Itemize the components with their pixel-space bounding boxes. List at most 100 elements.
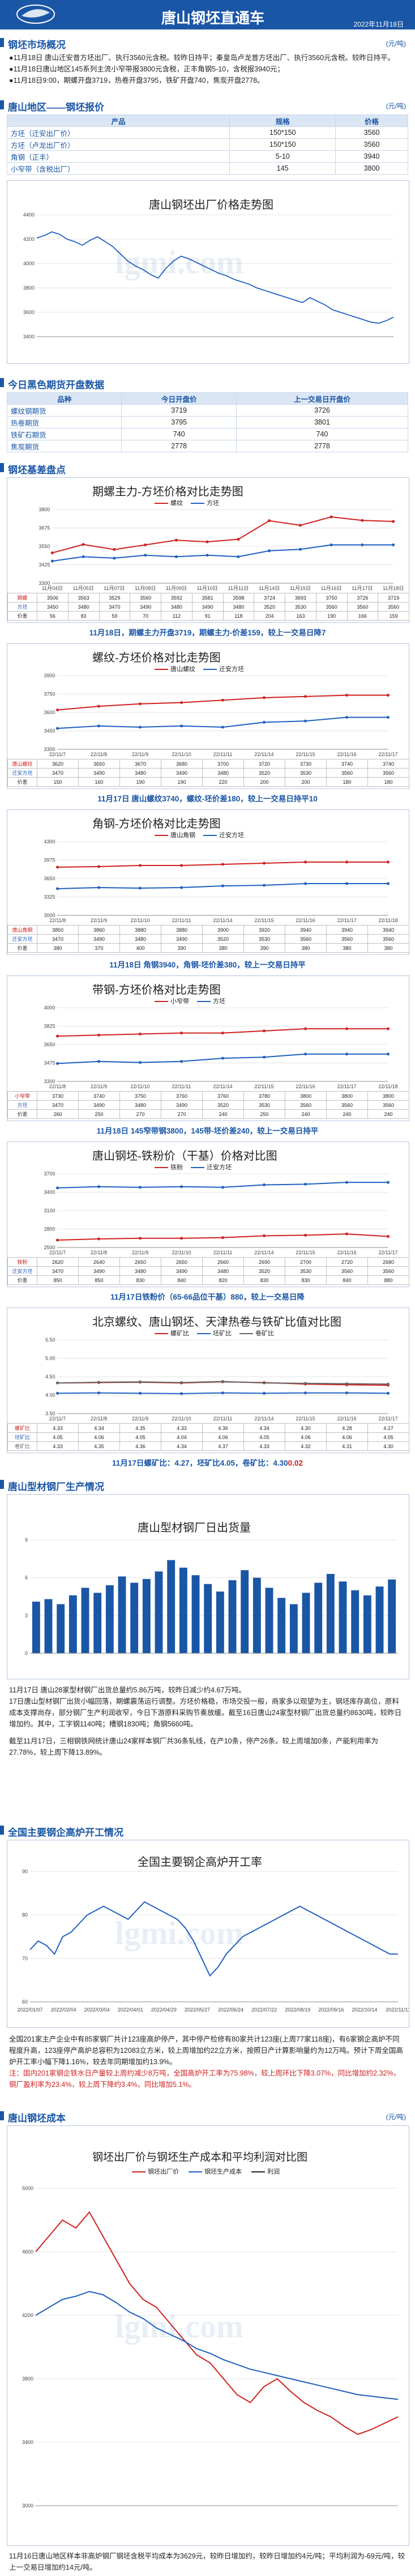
y-tick-label: 3000 xyxy=(44,913,55,918)
y-tick-label: 4200 xyxy=(22,2312,33,2318)
table-cell: 3560 xyxy=(315,602,348,612)
x-tick-label: 11月17日 xyxy=(352,585,373,591)
table-cell: 2650 xyxy=(119,1257,161,1267)
data-point xyxy=(56,1391,59,1395)
table-cell: 3560 xyxy=(367,934,409,944)
table-cell: 3730 xyxy=(285,759,327,769)
table-cell: 4.27 xyxy=(367,1423,409,1433)
row-label: 价差 xyxy=(7,1275,37,1285)
market-summary: ●11月18日 唐山迁安普方坯出厂、执行3560元含税。较昨日持平；秦皇岛卢龙普… xyxy=(9,52,405,86)
table-cell: 3470 xyxy=(99,602,131,612)
x-tick-label: 22/11/9 xyxy=(132,1416,148,1421)
data-point xyxy=(221,1032,224,1035)
blast-line: 全国201家主产企业中有85家钢厂共计123座高炉停产，其中停产检修有80家共计… xyxy=(9,2035,403,2066)
bar xyxy=(69,1595,77,1653)
data-point xyxy=(180,1381,183,1384)
data-point xyxy=(263,884,266,887)
table-cell: 390 xyxy=(161,943,203,953)
table-cell: 4.33 xyxy=(243,1441,285,1451)
y-tick-label: 3 xyxy=(25,1612,28,1618)
table-cell: 3800 xyxy=(285,1091,327,1101)
chart-legend: 螺矿比 坯矿比 卷矿比 xyxy=(155,1329,282,1338)
chart-title: 角钢-方坯价格对比走势图 xyxy=(92,818,221,830)
price-trend-chart: 唐山钢坯出厂价格走势图 lgmi.com 3400 3600 3800 4000 420… xyxy=(7,180,409,364)
data-point xyxy=(97,1185,100,1189)
bar xyxy=(388,1579,396,1653)
x-tick-label: 22/11/14 xyxy=(254,752,273,757)
table-row: 铁矿石期货 740 740 xyxy=(6,428,409,440)
data-point xyxy=(97,1060,100,1063)
y-tick-label: 3100 xyxy=(44,1208,55,1213)
section-basis-header: 钢坯基差盘点 xyxy=(0,460,415,476)
legend-swatch xyxy=(132,2171,146,2173)
table-cell: 3560 xyxy=(378,602,409,612)
data-point xyxy=(144,543,147,546)
section-marker xyxy=(0,1480,4,1489)
y-tick-label: 3400 xyxy=(23,334,35,339)
y-tick-label: 4000 xyxy=(23,261,35,266)
table-cell: 270 xyxy=(119,1109,161,1119)
x-tick-label: 2022/02/04 xyxy=(51,2007,76,2013)
table-cell: 3730 xyxy=(37,1091,79,1101)
table-cell: 2700 xyxy=(285,1257,327,1267)
column-header: 规格 xyxy=(229,114,336,127)
data-point xyxy=(97,1033,100,1037)
table-cell: 150 xyxy=(37,777,79,787)
legend-item: 方坯 xyxy=(191,498,219,507)
x-tick-label: 22/11/7 xyxy=(49,752,66,757)
y-tick-label: 0 xyxy=(25,1650,28,1656)
table-cell: 3900 xyxy=(202,925,244,935)
column-header: 今日开盘价 xyxy=(121,392,237,405)
y-tick-label: 3900 xyxy=(44,673,55,678)
table-cell: 380 xyxy=(367,943,409,953)
spec: 150*150 xyxy=(229,138,336,151)
data-point xyxy=(345,1027,348,1030)
basis-caption: 11月17日螺矿比：4.27，坯矿比4.05，卷矿比：4.300.02 xyxy=(7,1457,408,1468)
legend-item: 唐山螺纹 xyxy=(155,664,195,673)
y-tick-label: 4300 xyxy=(44,839,55,844)
bar xyxy=(130,1582,139,1653)
data-point xyxy=(387,694,390,697)
y-tick-label: 4000 xyxy=(44,1005,55,1011)
table-cell: 3740 xyxy=(326,759,368,769)
table-cell: 3480 xyxy=(202,768,244,778)
table-cell: 3780 xyxy=(243,1091,285,1101)
table-cell: 3693 xyxy=(285,593,316,602)
row-label: 迁安方坯 xyxy=(7,934,37,944)
x-tick-label: 22/11/16 xyxy=(296,1084,315,1089)
table-cell: 3940 xyxy=(367,925,409,935)
x-tick-label: 22/11/18 xyxy=(378,1084,397,1089)
x-tick-label: 2022/04/01 xyxy=(118,2007,143,2013)
table-cell: 190 xyxy=(315,611,348,621)
table-cell: 4.28 xyxy=(326,1423,368,1433)
table-cell: 3620 xyxy=(37,759,79,769)
table-cell: 2720 xyxy=(326,1257,368,1267)
table-cell: 3860 xyxy=(78,925,120,935)
row-label: 卷矿比 xyxy=(7,1441,37,1451)
section-marker xyxy=(0,100,4,109)
table-cell: 3598 xyxy=(223,593,255,602)
y-tick-label: 3650 xyxy=(44,876,55,881)
table-cell: 4.33 xyxy=(161,1423,203,1433)
section-title: 今日黑色期货开盘数据 xyxy=(8,380,104,391)
chart-legend: 钢坯出厂价 钢坯生产成本 利润 xyxy=(132,2167,288,2176)
data-point xyxy=(180,1032,183,1035)
table-cell: 4.35 xyxy=(78,1441,120,1451)
data-point xyxy=(345,1232,348,1236)
table-cell: 3850 xyxy=(37,925,79,935)
table-cell: 200 xyxy=(285,777,327,787)
brand-logo xyxy=(16,5,55,24)
y-tick-label: 3.50 xyxy=(45,1411,55,1416)
x-tick-label: 22/11/17 xyxy=(378,1416,397,1421)
data-point xyxy=(263,1055,266,1059)
table-cell: 3740 xyxy=(78,1091,120,1101)
table-cell: 3581 xyxy=(191,593,224,602)
table-cell: 830 xyxy=(285,1275,327,1285)
table-cell: 240 xyxy=(202,1109,244,1119)
basis-chart-angle: 角钢-方坯价格对比走势图 唐山角钢 迁安方坯 3000 3325 3650 3975 4300… xyxy=(7,809,409,955)
row-label: 价差 xyxy=(7,777,37,787)
x-tick-label: 11月18日 xyxy=(383,585,404,591)
basis-chart-ore: 唐山钢坯-铁粉价（干基）价格对比图 铁粉 迁安方坯 2500 2800 3100 3400 3… xyxy=(7,1141,409,1287)
x-tick-label: 22/11/14 xyxy=(254,1250,273,1255)
data-point xyxy=(174,538,178,542)
